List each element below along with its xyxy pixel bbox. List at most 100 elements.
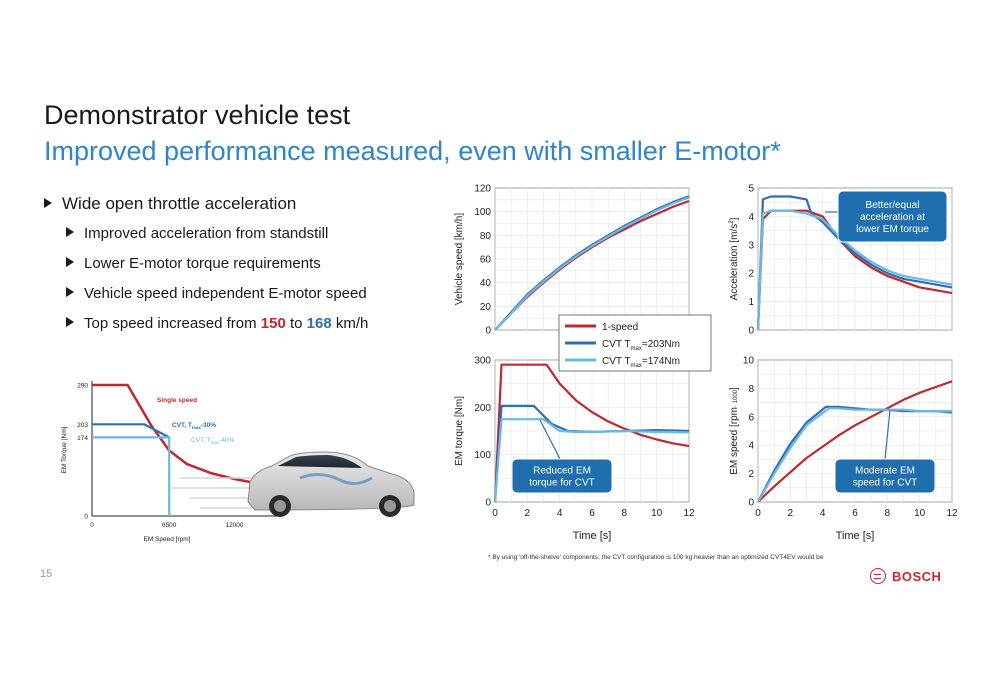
y-tick-label: 4: [748, 212, 754, 223]
y-tick-label: 0: [84, 514, 88, 521]
bullet-main: Wide open throttle acceleration: [44, 192, 464, 222]
x-tick-label: 2: [788, 508, 794, 519]
bullet-triangle-icon: [66, 287, 74, 297]
bullet-sub-text: Vehicle speed independent E-motor speed: [84, 285, 367, 302]
callout-text: lower EM torque: [856, 224, 929, 235]
car-rim-front: [384, 500, 396, 512]
label-cvt-40-main: CVT, T: [191, 437, 211, 444]
x-tick-label: 6: [852, 508, 858, 519]
label-single-speed: Single speed: [157, 397, 197, 404]
y-tick-label: 20: [480, 302, 492, 313]
bullet-sub-text: Improved acceleration from standstill: [84, 225, 329, 242]
bullet-triangle-icon: [44, 198, 52, 208]
series-line: [757, 380, 953, 503]
callout-pointer: [539, 419, 561, 460]
bullet-sub: Vehicle speed independent E-motor speed: [44, 282, 464, 312]
x-tick-label: 12: [946, 508, 958, 519]
y-tick-label: 300: [474, 356, 491, 367]
callout-text: Reduced EM: [533, 466, 591, 477]
x-tick-label: 8: [622, 508, 628, 519]
bullet-sub: Improved acceleration from standstill: [44, 222, 464, 252]
y-tick-label: 2: [748, 269, 754, 280]
legend-label-2-main: CVT T: [602, 339, 631, 350]
diagram-series-line: [92, 423, 170, 439]
y-tick-label: 80: [480, 231, 492, 242]
callout-box: [834, 458, 936, 494]
series-line: [493, 418, 690, 503]
label-cvt-40-post: -40%: [219, 437, 234, 444]
legend-label-1: 1-speed: [602, 322, 638, 333]
y-tick-label: 200: [474, 403, 491, 414]
series-line: [757, 407, 952, 503]
bosch-armature-icon: [870, 568, 886, 584]
series-line: [494, 196, 690, 331]
y-axis-label-small: · 1000: [733, 389, 739, 407]
brand-name: BOSCH: [892, 568, 942, 584]
x-tick-label: 0: [492, 508, 498, 519]
top-speed-suffix: km/h: [331, 315, 369, 332]
bullet-main-text: Wide open throttle acceleration: [62, 194, 297, 213]
legend: 1-speed CVT Tmax=203Nm CVT Tmax=174Nm: [558, 314, 712, 372]
x-tick-label: 0: [755, 508, 761, 519]
y-axis-label: EM speed [rpm· 1000]: [729, 387, 740, 475]
callout-text: speed for CVT: [853, 478, 917, 489]
label-cvt-30-sub: max: [192, 425, 202, 430]
y-tick-label: 120: [474, 184, 491, 195]
y-tick-label: 1: [748, 297, 754, 308]
y-axis-label: Acceleration [m/s2]: [729, 217, 740, 300]
y-tick-label: 6: [748, 412, 754, 423]
car-rim-rear: [274, 500, 286, 512]
y-axis-label-end: ]: [729, 387, 740, 390]
bullet-triangle-icon: [66, 257, 74, 267]
x-tick-label: 10: [914, 508, 926, 519]
legend-label-2-sub: max: [631, 346, 642, 352]
y-tick-label: 10: [743, 356, 755, 367]
label-cvt-30-post: -30%: [201, 422, 216, 429]
car-illustration: [170, 451, 415, 517]
label-cvt-30-main: CVT, T: [172, 422, 192, 429]
x-tick-label: 0: [90, 522, 94, 529]
x-tick-label: 8: [885, 508, 891, 519]
y-tick-label: 174: [77, 435, 88, 442]
legend-label-3-sub: max: [631, 363, 642, 369]
y-tick-label: 5: [748, 184, 754, 195]
legend-label-3: CVT Tmax=174Nm: [602, 356, 680, 369]
x-axis-label: Time [s]: [836, 530, 875, 542]
x-axis-label: Time [s]: [573, 530, 612, 542]
x-tick-label: 6: [589, 508, 595, 519]
y-axis-label-sup: 2: [729, 220, 735, 224]
series-line: [756, 209, 953, 331]
callout-text: Moderate EM: [855, 466, 915, 477]
torque-speed-diagram: 0 174 203 290 0 6500 12000 EM Speed [rpm] EM Tor…: [61, 381, 282, 543]
legend-label-2: CVT Tmax=203Nm: [602, 339, 680, 352]
bullet-sub-top-speed: Top speed increased from 150 to 168 km/h: [44, 312, 464, 342]
label-cvt-40-sub: max: [211, 440, 220, 445]
speed-lines: [170, 477, 255, 509]
top-speed-new: 168: [306, 315, 332, 332]
y-axis-label-main: Acceleration [m/s: [729, 224, 740, 301]
y-tick-label: 0: [485, 498, 491, 509]
y-tick-label: 60: [480, 255, 492, 266]
callout-box: [837, 190, 948, 243]
label-cvt-40: CVT, Tmax-40%: [191, 437, 235, 445]
x-tick-label: 4: [820, 508, 826, 519]
y-tick-label: 290: [77, 383, 88, 390]
y-tick-label: 3: [748, 240, 754, 251]
bullet-triangle-icon: [66, 317, 74, 327]
bullet-list: Wide open throttle acceleration Improved…: [44, 192, 464, 342]
callout-text: torque for CVT: [529, 478, 595, 489]
callout-text: acceleration at: [860, 212, 925, 223]
brand-logo: BOSCH: [870, 565, 941, 587]
x-tick-label: 6500: [162, 522, 177, 529]
y-tick-label: 100: [474, 450, 491, 461]
y-tick-label: 0: [485, 326, 491, 337]
x-tick-label: 10: [651, 508, 663, 519]
x-tick-label: 12000: [225, 522, 243, 529]
diagram-series-line: [92, 436, 171, 516]
y-axis-label: EM Torque [Nm]: [61, 426, 68, 473]
